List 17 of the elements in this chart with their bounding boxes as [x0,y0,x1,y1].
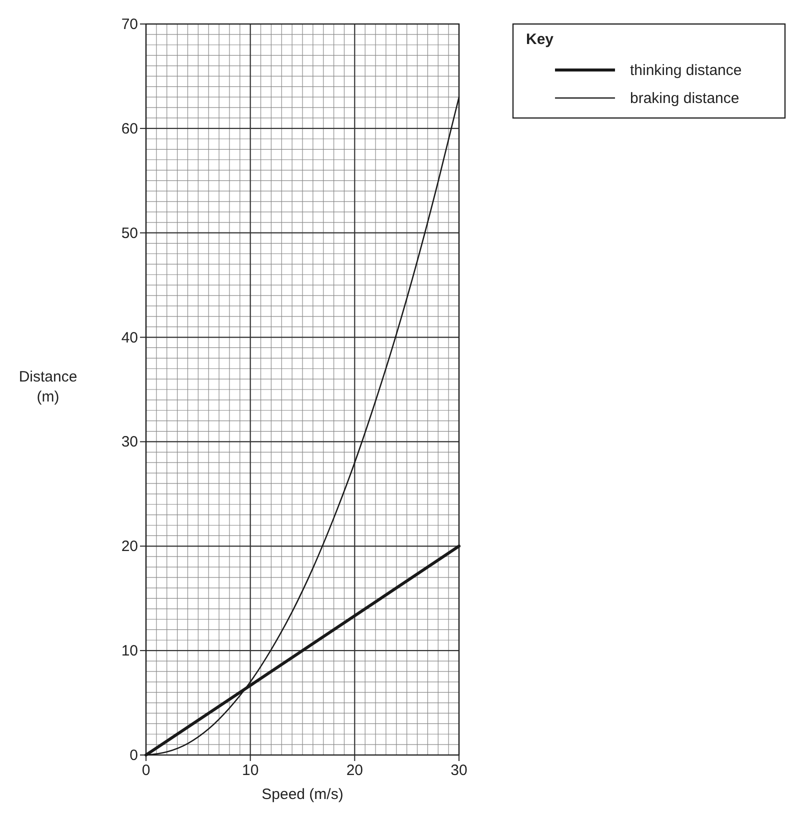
y-tick-label: 70 [121,16,138,33]
y-tick-label: 60 [121,120,138,138]
y-tick-label: 40 [121,329,138,346]
x-tick-label: 0 [142,762,150,779]
x-axis-title: Speed (m/s) [262,786,344,803]
y-tick-label: 0 [130,747,138,764]
y-tick-label: 10 [121,642,138,660]
legend-label: braking distance [630,90,740,107]
y-axis-title: Distance (m) [18,368,78,406]
y-tick-label: 30 [121,434,138,451]
legend-label: thinking distance [630,62,742,79]
x-tick-label: 30 [450,762,468,779]
y-tick-label: 20 [121,538,138,556]
y-tick-label: 50 [121,224,138,242]
x-tick-label: 10 [242,762,259,779]
legend-title: Key [526,31,554,48]
x-tick-label: 20 [346,762,364,779]
